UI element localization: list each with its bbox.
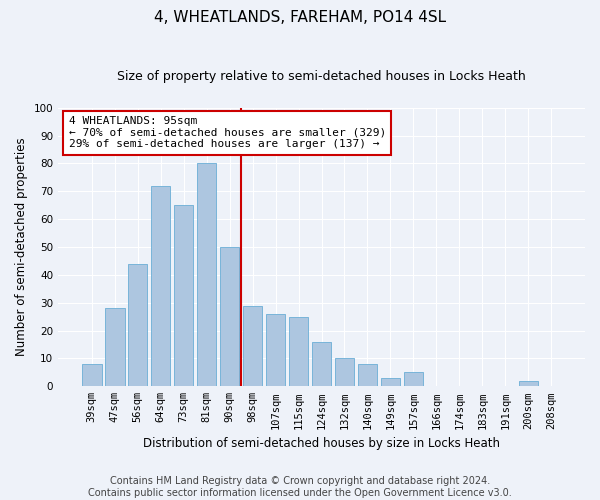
Bar bbox=[358, 364, 377, 386]
Bar bbox=[289, 316, 308, 386]
Bar bbox=[404, 372, 423, 386]
Bar bbox=[380, 378, 400, 386]
Text: 4, WHEATLANDS, FAREHAM, PO14 4SL: 4, WHEATLANDS, FAREHAM, PO14 4SL bbox=[154, 10, 446, 25]
Bar bbox=[151, 186, 170, 386]
Text: 4 WHEATLANDS: 95sqm
← 70% of semi-detached houses are smaller (329)
29% of semi-: 4 WHEATLANDS: 95sqm ← 70% of semi-detach… bbox=[68, 116, 386, 150]
Bar bbox=[105, 308, 125, 386]
Text: Contains HM Land Registry data © Crown copyright and database right 2024.
Contai: Contains HM Land Registry data © Crown c… bbox=[88, 476, 512, 498]
X-axis label: Distribution of semi-detached houses by size in Locks Heath: Distribution of semi-detached houses by … bbox=[143, 437, 500, 450]
Bar bbox=[266, 314, 286, 386]
Title: Size of property relative to semi-detached houses in Locks Heath: Size of property relative to semi-detach… bbox=[117, 70, 526, 83]
Bar bbox=[128, 264, 148, 386]
Bar bbox=[197, 164, 217, 386]
Bar bbox=[82, 364, 101, 386]
Bar bbox=[220, 247, 239, 386]
Bar bbox=[335, 358, 354, 386]
Bar bbox=[518, 380, 538, 386]
Bar bbox=[312, 342, 331, 386]
Bar bbox=[243, 306, 262, 386]
Bar bbox=[174, 206, 193, 386]
Y-axis label: Number of semi-detached properties: Number of semi-detached properties bbox=[15, 138, 28, 356]
